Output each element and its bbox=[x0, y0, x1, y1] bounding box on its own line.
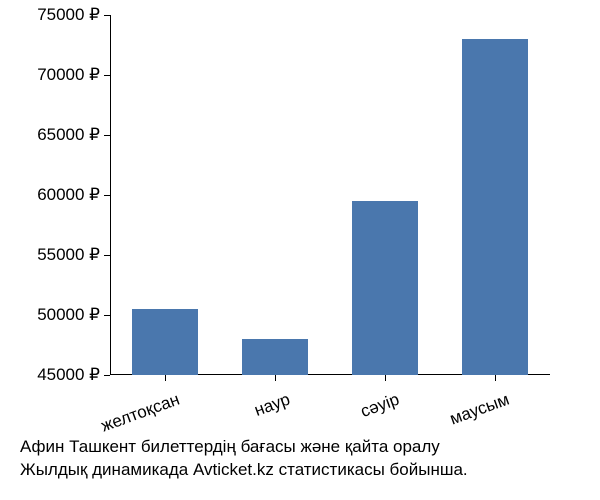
y-tick-label: 45000 ₽ bbox=[37, 365, 100, 385]
x-tick bbox=[165, 375, 166, 381]
x-tick bbox=[275, 375, 276, 381]
x-tick-label: сәуір bbox=[358, 390, 402, 422]
y-tick-label: 75000 ₽ bbox=[37, 5, 100, 25]
caption-line-2: Жылдық динамикада Avticket.kz статистика… bbox=[20, 460, 468, 479]
x-tick bbox=[495, 375, 496, 381]
chart-container: 45000 ₽ 50000 ₽ 55000 ₽ 60000 ₽ 65000 ₽ 70000… bbox=[0, 0, 600, 500]
x-tick bbox=[385, 375, 386, 381]
x-tick-label: желтоқсан bbox=[99, 390, 183, 437]
caption-line-1: Афин Ташкент билеттердің бағасы және қай… bbox=[20, 437, 440, 456]
bars-group bbox=[110, 15, 550, 375]
y-tick bbox=[104, 255, 110, 256]
bar bbox=[242, 339, 308, 375]
y-tick bbox=[104, 195, 110, 196]
y-tick bbox=[104, 75, 110, 76]
y-tick bbox=[104, 135, 110, 136]
y-tick bbox=[104, 15, 110, 16]
bar bbox=[462, 39, 528, 375]
bar bbox=[132, 309, 198, 375]
plot-area: 45000 ₽50000 ₽55000 ₽60000 ₽65000 ₽70000… bbox=[110, 15, 550, 375]
y-tick-label: 60000 ₽ bbox=[37, 185, 100, 205]
y-tick-label: 65000 ₽ bbox=[37, 125, 100, 145]
y-tick-label: 70000 ₽ bbox=[37, 65, 100, 85]
y-tick-label: 50000 ₽ bbox=[37, 305, 100, 325]
x-tick-label: наур bbox=[251, 390, 292, 421]
y-tick bbox=[104, 315, 110, 316]
y-tick bbox=[104, 375, 110, 376]
chart-caption: Афин Ташкент билеттердің бағасы және қай… bbox=[20, 436, 468, 482]
x-tick-label: маусым bbox=[448, 390, 513, 430]
bar bbox=[352, 201, 418, 375]
y-tick-label: 55000 ₽ bbox=[37, 245, 100, 265]
